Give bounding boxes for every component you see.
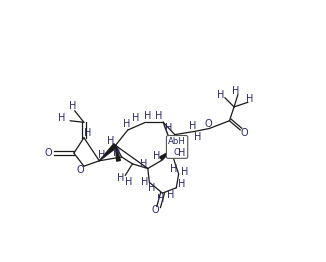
Text: H: H — [98, 150, 105, 160]
Text: AbH
O: AbH O — [168, 137, 186, 157]
Text: H: H — [189, 121, 196, 131]
Text: H: H — [165, 123, 172, 133]
Text: H: H — [113, 148, 121, 158]
Text: H: H — [141, 177, 148, 187]
Text: H: H — [246, 94, 253, 104]
Text: H: H — [178, 148, 185, 158]
Text: O: O — [76, 165, 84, 175]
Text: H: H — [181, 167, 188, 177]
Text: H: H — [69, 101, 76, 111]
Text: O: O — [152, 205, 159, 215]
Text: H: H — [232, 86, 239, 96]
Polygon shape — [160, 151, 171, 160]
Text: H: H — [178, 179, 185, 189]
Text: H: H — [117, 173, 125, 183]
Text: H: H — [140, 159, 147, 169]
Text: O: O — [240, 128, 248, 138]
Text: O: O — [204, 119, 212, 129]
Text: H: H — [157, 194, 165, 204]
Text: O: O — [45, 148, 52, 158]
Text: H: H — [84, 128, 92, 138]
Polygon shape — [99, 144, 117, 161]
Text: H: H — [148, 183, 156, 193]
Text: H: H — [217, 90, 225, 100]
Text: H: H — [153, 151, 161, 161]
Text: H: H — [155, 111, 162, 121]
Text: H: H — [170, 163, 178, 173]
Text: H: H — [194, 132, 201, 142]
Text: H: H — [58, 113, 65, 123]
Polygon shape — [115, 145, 120, 161]
Text: H: H — [167, 190, 175, 200]
Text: H: H — [132, 113, 139, 123]
Text: H: H — [107, 136, 114, 146]
Text: H: H — [125, 177, 132, 187]
Text: H: H — [144, 111, 152, 121]
Text: H: H — [123, 119, 130, 129]
